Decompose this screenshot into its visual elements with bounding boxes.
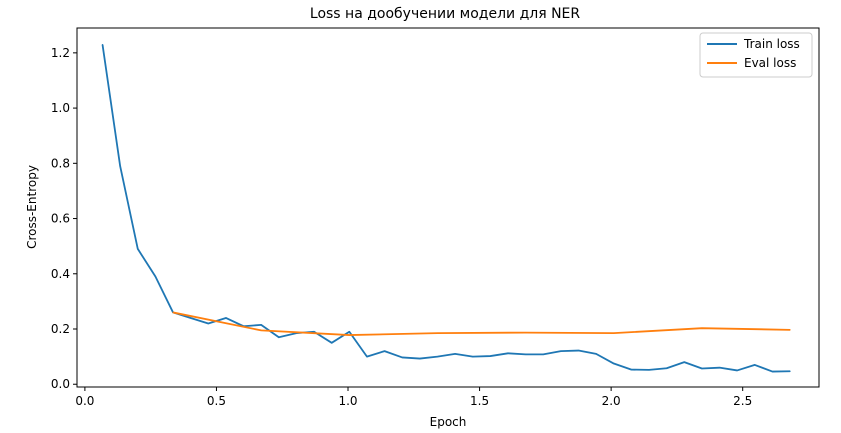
data-point: [348, 331, 350, 333]
data-point: [507, 352, 509, 354]
data-point: [119, 165, 121, 167]
data-point: [331, 342, 333, 344]
x-tick-label: 0.0: [75, 394, 94, 408]
data-point: [366, 356, 368, 358]
data-point: [419, 357, 421, 360]
data-point: [595, 353, 597, 355]
y-axis-ticks: 0.0 0.2 0.4 0.6 0.8 1.0 1.2: [51, 46, 77, 391]
x-tick-label: 2.0: [602, 394, 621, 408]
y-axis-label: Cross-Entropy: [25, 165, 39, 249]
y-tick-label: 0.8: [51, 156, 70, 170]
legend: Train loss Eval loss: [699, 32, 813, 78]
data-point: [137, 248, 139, 250]
data-point: [613, 332, 615, 334]
x-tick-label: 1.5: [470, 394, 489, 408]
data-point: [260, 329, 262, 331]
data-point: [771, 370, 774, 373]
data-point: [736, 369, 738, 372]
data-point: [630, 369, 633, 371]
data-point: [718, 367, 721, 369]
y-tick-label: 0.6: [51, 212, 70, 226]
data-point: [648, 369, 650, 371]
data-point: [436, 356, 439, 358]
data-point: [683, 361, 685, 363]
data-point: [613, 362, 615, 365]
data-point: [789, 329, 791, 331]
data-point: [472, 356, 474, 358]
data-point: [542, 353, 544, 356]
data-point: [489, 355, 491, 357]
y-tick-label: 1.2: [51, 46, 70, 60]
data-point: [560, 350, 562, 352]
data-point: [225, 317, 227, 319]
x-axis-label: Epoch: [430, 415, 467, 429]
data-point: [754, 364, 756, 366]
y-tick-label: 0.2: [51, 322, 70, 336]
data-point: [172, 311, 174, 314]
data-point: [577, 349, 580, 352]
data-point: [789, 370, 791, 372]
plot-frame: [76, 27, 820, 388]
legend-label-eval: Eval loss: [744, 56, 796, 70]
x-tick-label: 2.5: [733, 394, 752, 408]
data-point: [313, 331, 315, 333]
data-point: [666, 367, 668, 369]
data-point: [525, 332, 527, 334]
data-point: [190, 317, 192, 319]
data-point: [260, 324, 262, 326]
x-tick-label: 1.0: [338, 394, 357, 408]
data-point: [454, 353, 456, 355]
data-point: [436, 332, 439, 334]
data-point: [383, 350, 386, 352]
y-tick-label: 0.0: [51, 377, 70, 391]
x-axis-ticks: 0.0 0.5 1.0 1.5 2.0 2.5: [75, 387, 752, 408]
data-point: [278, 336, 280, 338]
y-tick-label: 1.0: [51, 101, 70, 115]
data-point: [348, 334, 350, 336]
data-point: [525, 353, 527, 356]
x-tick-label: 0.5: [207, 394, 226, 408]
data-point: [701, 367, 703, 370]
chart-title: Loss на дообучении модели для NER: [310, 6, 580, 22]
legend-label-train: Train loss: [743, 37, 800, 51]
data-point: [101, 43, 104, 46]
series-line-1: [172, 311, 791, 336]
data-point: [401, 356, 403, 359]
y-tick-label: 0.4: [51, 267, 70, 281]
data-point: [154, 275, 157, 278]
data-point: [207, 322, 209, 325]
series-layer: [101, 43, 791, 373]
plot-area: [77, 28, 819, 387]
data-point: [701, 327, 703, 329]
